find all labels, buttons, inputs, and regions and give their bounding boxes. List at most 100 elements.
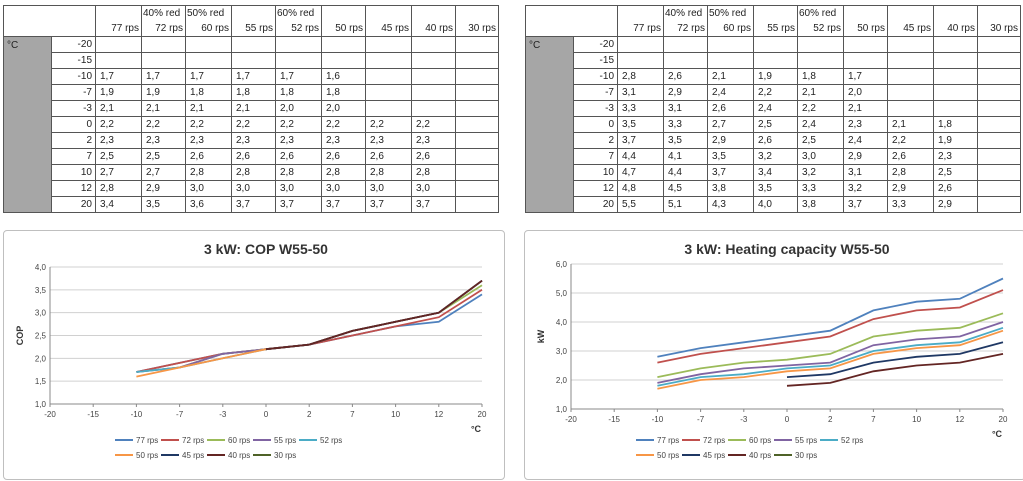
value-cell: [455, 116, 499, 133]
header-top-cell: [365, 5, 412, 21]
value-cell: 2,9: [933, 196, 978, 213]
value-cell: 1,7: [231, 68, 276, 85]
value-cell: 4,3: [707, 196, 754, 213]
value-cell: [275, 36, 322, 53]
header-top-cell: [231, 5, 276, 21]
value-cell: 3,5: [617, 116, 664, 133]
table-row: -15: [4, 52, 499, 69]
legend-label: 55 rps: [274, 436, 296, 445]
series-line: [657, 329, 1004, 390]
value-cell: 2,2: [887, 132, 934, 149]
value-cell: 2,3: [275, 132, 322, 149]
table-row: -15: [526, 52, 1021, 69]
header-top-cell: [977, 5, 1021, 21]
value-cell: 3,7: [411, 196, 456, 213]
header-rps-cell: 45 rps: [365, 21, 412, 37]
header-top-cell: [455, 5, 499, 21]
value-cell: [365, 36, 412, 53]
x-tick-label: -20: [44, 410, 56, 419]
value-cell: [977, 84, 1021, 101]
temperature-cell: -10: [573, 68, 618, 85]
value-cell: 2,1: [141, 100, 186, 117]
value-cell: 2,8: [365, 164, 412, 181]
value-cell: 3,7: [707, 164, 754, 181]
y-tick-label: 3,0: [556, 347, 568, 356]
y-tick-label: 2,5: [35, 332, 47, 341]
value-cell: [843, 52, 888, 69]
series-line: [786, 353, 1004, 387]
value-cell: [977, 180, 1021, 197]
y-tick-label: 1,5: [35, 377, 47, 386]
table-row: -10 1,7 1,7 1,7 1,7 1,7 1,6: [4, 68, 499, 85]
x-tick-label: 12: [434, 410, 443, 419]
value-cell: 1,9: [95, 84, 142, 101]
value-cell: [185, 36, 232, 53]
value-cell: 1,8: [231, 84, 276, 101]
value-cell: 2,2: [95, 116, 142, 133]
value-cell: 3,7: [617, 132, 664, 149]
value-cell: [617, 36, 664, 53]
value-cell: 3,5: [707, 148, 754, 165]
temperature-cell: -15: [51, 52, 96, 69]
value-cell: 5,1: [663, 196, 708, 213]
value-cell: 3,0: [275, 180, 322, 197]
header-top-cell: [617, 5, 664, 21]
y-tick-label: 1,0: [556, 405, 568, 414]
value-cell: 1,8: [275, 84, 322, 101]
value-cell: 3,3: [797, 180, 844, 197]
value-cell: [411, 84, 456, 101]
value-cell: 3,0: [185, 180, 232, 197]
series-line: [265, 279, 483, 351]
value-cell: [365, 100, 412, 117]
value-cell: 1,7: [275, 68, 322, 85]
x-tick-label: 10: [912, 415, 921, 424]
value-cell: [933, 84, 978, 101]
value-cell: 2,7: [707, 116, 754, 133]
value-cell: 3,7: [231, 196, 276, 213]
value-cell: 2,6: [365, 148, 412, 165]
value-cell: 2,5: [753, 116, 798, 133]
value-cell: [753, 36, 798, 53]
value-cell: [95, 52, 142, 69]
value-cell: [321, 36, 366, 53]
value-cell: [977, 116, 1021, 133]
y-tick-label: 6,0: [556, 260, 568, 269]
value-cell: 1,8: [933, 116, 978, 133]
y-tick-label: 2,0: [35, 354, 47, 363]
value-cell: 3,1: [617, 84, 664, 101]
y-tick-label: 1,0: [35, 400, 47, 409]
value-cell: 1,8: [797, 68, 844, 85]
value-cell: [455, 52, 499, 69]
x-tick-label: 7: [350, 410, 355, 419]
series-line: [657, 326, 1004, 387]
temperature-cell: 20: [573, 196, 618, 213]
value-cell: [707, 36, 754, 53]
value-cell: 3,0: [231, 180, 276, 197]
value-cell: 2,6: [275, 148, 322, 165]
value-cell: 1,7: [141, 68, 186, 85]
value-cell: [887, 52, 934, 69]
value-cell: [977, 132, 1021, 149]
value-cell: 2,6: [321, 148, 366, 165]
value-cell: 4,0: [753, 196, 798, 213]
value-cell: 2,1: [797, 84, 844, 101]
x-axis-label: °C: [992, 429, 1003, 439]
value-cell: 2,0: [843, 84, 888, 101]
value-cell: 3,4: [753, 164, 798, 181]
x-tick-label: -3: [219, 410, 227, 419]
x-tick-label: -3: [740, 415, 748, 424]
temperature-cell: 10: [573, 164, 618, 181]
value-cell: 2,3: [141, 132, 186, 149]
legend-label: 52 rps: [841, 436, 863, 445]
temperature-cell: 7: [51, 148, 96, 165]
value-cell: 3,6: [185, 196, 232, 213]
value-cell: 3,4: [95, 196, 142, 213]
x-tick-label: 20: [478, 410, 487, 419]
x-tick-label: 10: [391, 410, 400, 419]
y-tick-label: 3,5: [35, 286, 47, 295]
legend-label: 60 rps: [749, 436, 771, 445]
table-row: 0 3,5 3,3 2,7 2,5 2,4 2,3 2,1 1,8: [526, 116, 1021, 133]
temperature-cell: 2: [573, 132, 618, 149]
value-cell: 2,6: [185, 148, 232, 165]
heating-capacity-data-table: 40% red 50% red 60% red 77 rps 72 rps 60 rps 5…: [525, 5, 1021, 213]
